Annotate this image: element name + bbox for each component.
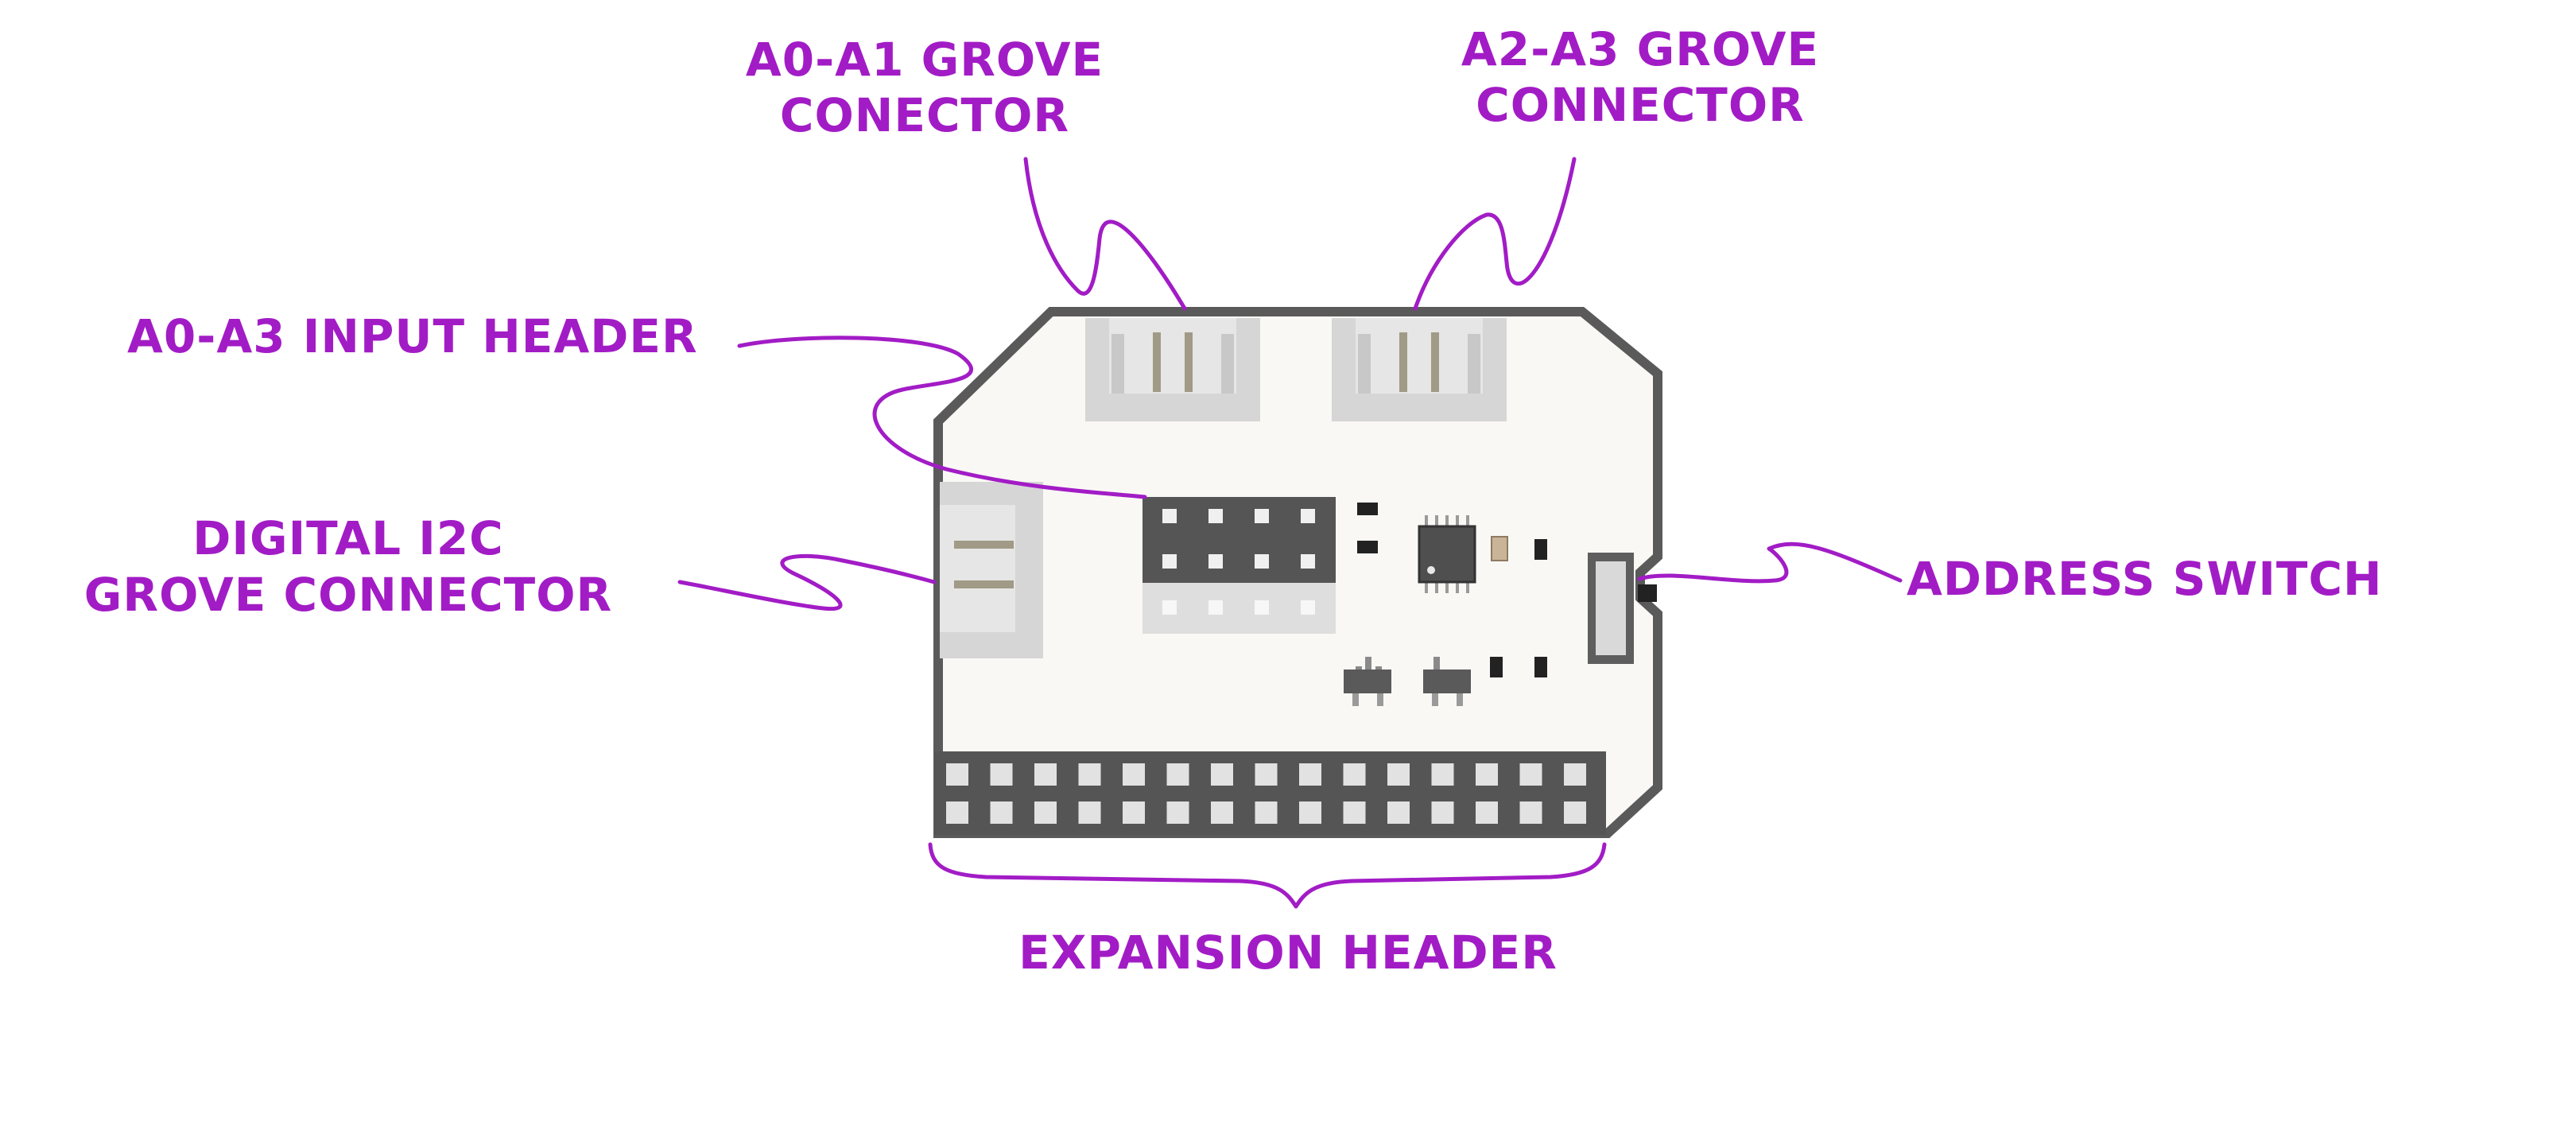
- expansion-header-pin: [1299, 763, 1321, 786]
- i2c-label-line2: GROVE CONNECTOR: [84, 568, 612, 622]
- ic-chip-pin: [1456, 515, 1459, 526]
- a2-a3-label-line2: CONNECTOR: [1476, 78, 1805, 132]
- a0-a3-input-header: [1143, 497, 1336, 634]
- expansion-header-pin: [1564, 763, 1586, 786]
- expansion-header-pin: [946, 763, 968, 786]
- a2-a3-label-line1: A2-A3 GROVE: [1461, 22, 1819, 76]
- expansion-header-pin: [1123, 763, 1145, 786]
- digital-i2c-grove-connector: [940, 482, 1043, 658]
- ic-chip-pin: [1445, 582, 1449, 593]
- input-header-pin: [1301, 554, 1315, 569]
- ic-chip-pins: [1425, 515, 1469, 593]
- input-header-pin: [1301, 509, 1315, 523]
- expansion-header-pin: [946, 802, 968, 824]
- expansion-header-pin: [1123, 802, 1145, 824]
- expansion-header-pin: [1476, 802, 1498, 824]
- expansion-header-pins: [946, 763, 1586, 824]
- expansion-header-pin: [1166, 763, 1189, 786]
- input-header-pin: [1162, 554, 1177, 569]
- expansion-header-pin: [1034, 763, 1057, 786]
- callout-input-header: [737, 336, 1147, 499]
- ic-chip-pin: [1425, 582, 1428, 593]
- expansion-header-pin: [1564, 802, 1586, 824]
- expansion-header-pin: [1166, 802, 1189, 824]
- expansion-header-pin: [1034, 802, 1057, 824]
- expansion-header-brace: [928, 842, 1607, 909]
- expansion-header-pin: [990, 763, 1013, 786]
- expansion-header-pin: [1299, 802, 1321, 824]
- expansion-header-pin: [1343, 763, 1366, 786]
- input-header-pin: [1162, 509, 1177, 523]
- callout-a0-a1: [1023, 157, 1187, 311]
- input-header-pins: [1162, 509, 1315, 615]
- input-header-label: A0-A3 INPUT HEADER: [127, 309, 698, 363]
- input-header-pin: [1162, 600, 1177, 615]
- address-switch: [1588, 553, 1657, 664]
- expansion-header: [934, 751, 1606, 835]
- smd-components: [1357, 503, 1547, 677]
- expansion-header-pin: [1476, 763, 1498, 786]
- expansion-header-pin: [1211, 763, 1233, 786]
- ic-chip-pin: [1456, 582, 1459, 593]
- expansion-header-pin: [1255, 763, 1278, 786]
- ic-chip-pin: [1435, 515, 1438, 526]
- input-header-pin: [1255, 600, 1269, 615]
- expansion-header-pin: [1431, 802, 1454, 824]
- transistor-left: [1344, 657, 1391, 706]
- input-header-pin: [1255, 554, 1269, 569]
- expansion-header-pin: [1255, 802, 1278, 824]
- ic-chip-pin: [1466, 515, 1469, 526]
- callout-address-switch: [1637, 541, 1903, 584]
- callout-a2-a3: [1413, 157, 1577, 311]
- a2-a3-grove-connector: [1332, 318, 1507, 421]
- ic-chip-pin: [1445, 515, 1449, 526]
- ic-chip-pin: [1425, 515, 1428, 526]
- expansion-header-pin: [1519, 802, 1542, 824]
- callout-i2c: [677, 553, 937, 611]
- i2c-label-line1: DIGITAL I2C: [192, 511, 504, 565]
- expansion-header-pin: [990, 802, 1013, 824]
- expansion-header-pin: [1519, 763, 1542, 786]
- expansion-header-pin: [1387, 802, 1410, 824]
- input-header-pin: [1301, 600, 1315, 615]
- expansion-header-pin: [1387, 763, 1410, 786]
- input-header-pin: [1208, 509, 1223, 523]
- input-header-pin: [1208, 600, 1223, 615]
- input-header-pin: [1208, 554, 1223, 569]
- expansion-header-pin: [1078, 763, 1101, 786]
- expansion-header-pin: [1343, 802, 1366, 824]
- ic-chip-pin: [1435, 582, 1438, 593]
- expansion-header-pin: [1431, 763, 1454, 786]
- ic-chip-pin: [1466, 582, 1469, 593]
- address-switch-label: ADDRESS SWITCH: [1907, 552, 2383, 606]
- expansion-header-pin: [1211, 802, 1233, 824]
- ic-chip: [1418, 515, 1476, 593]
- input-header-pin: [1255, 509, 1269, 523]
- a0-a1-label-line2: CONECTOR: [780, 88, 1069, 142]
- expansion-header-pin: [1078, 802, 1101, 824]
- a0-a1-label-line1: A0-A1 GROVE: [746, 33, 1104, 87]
- expansion-header-label: EXPANSION HEADER: [1018, 926, 1558, 980]
- transistor-right: [1423, 657, 1471, 706]
- a0-a1-grove-connector: [1085, 318, 1260, 421]
